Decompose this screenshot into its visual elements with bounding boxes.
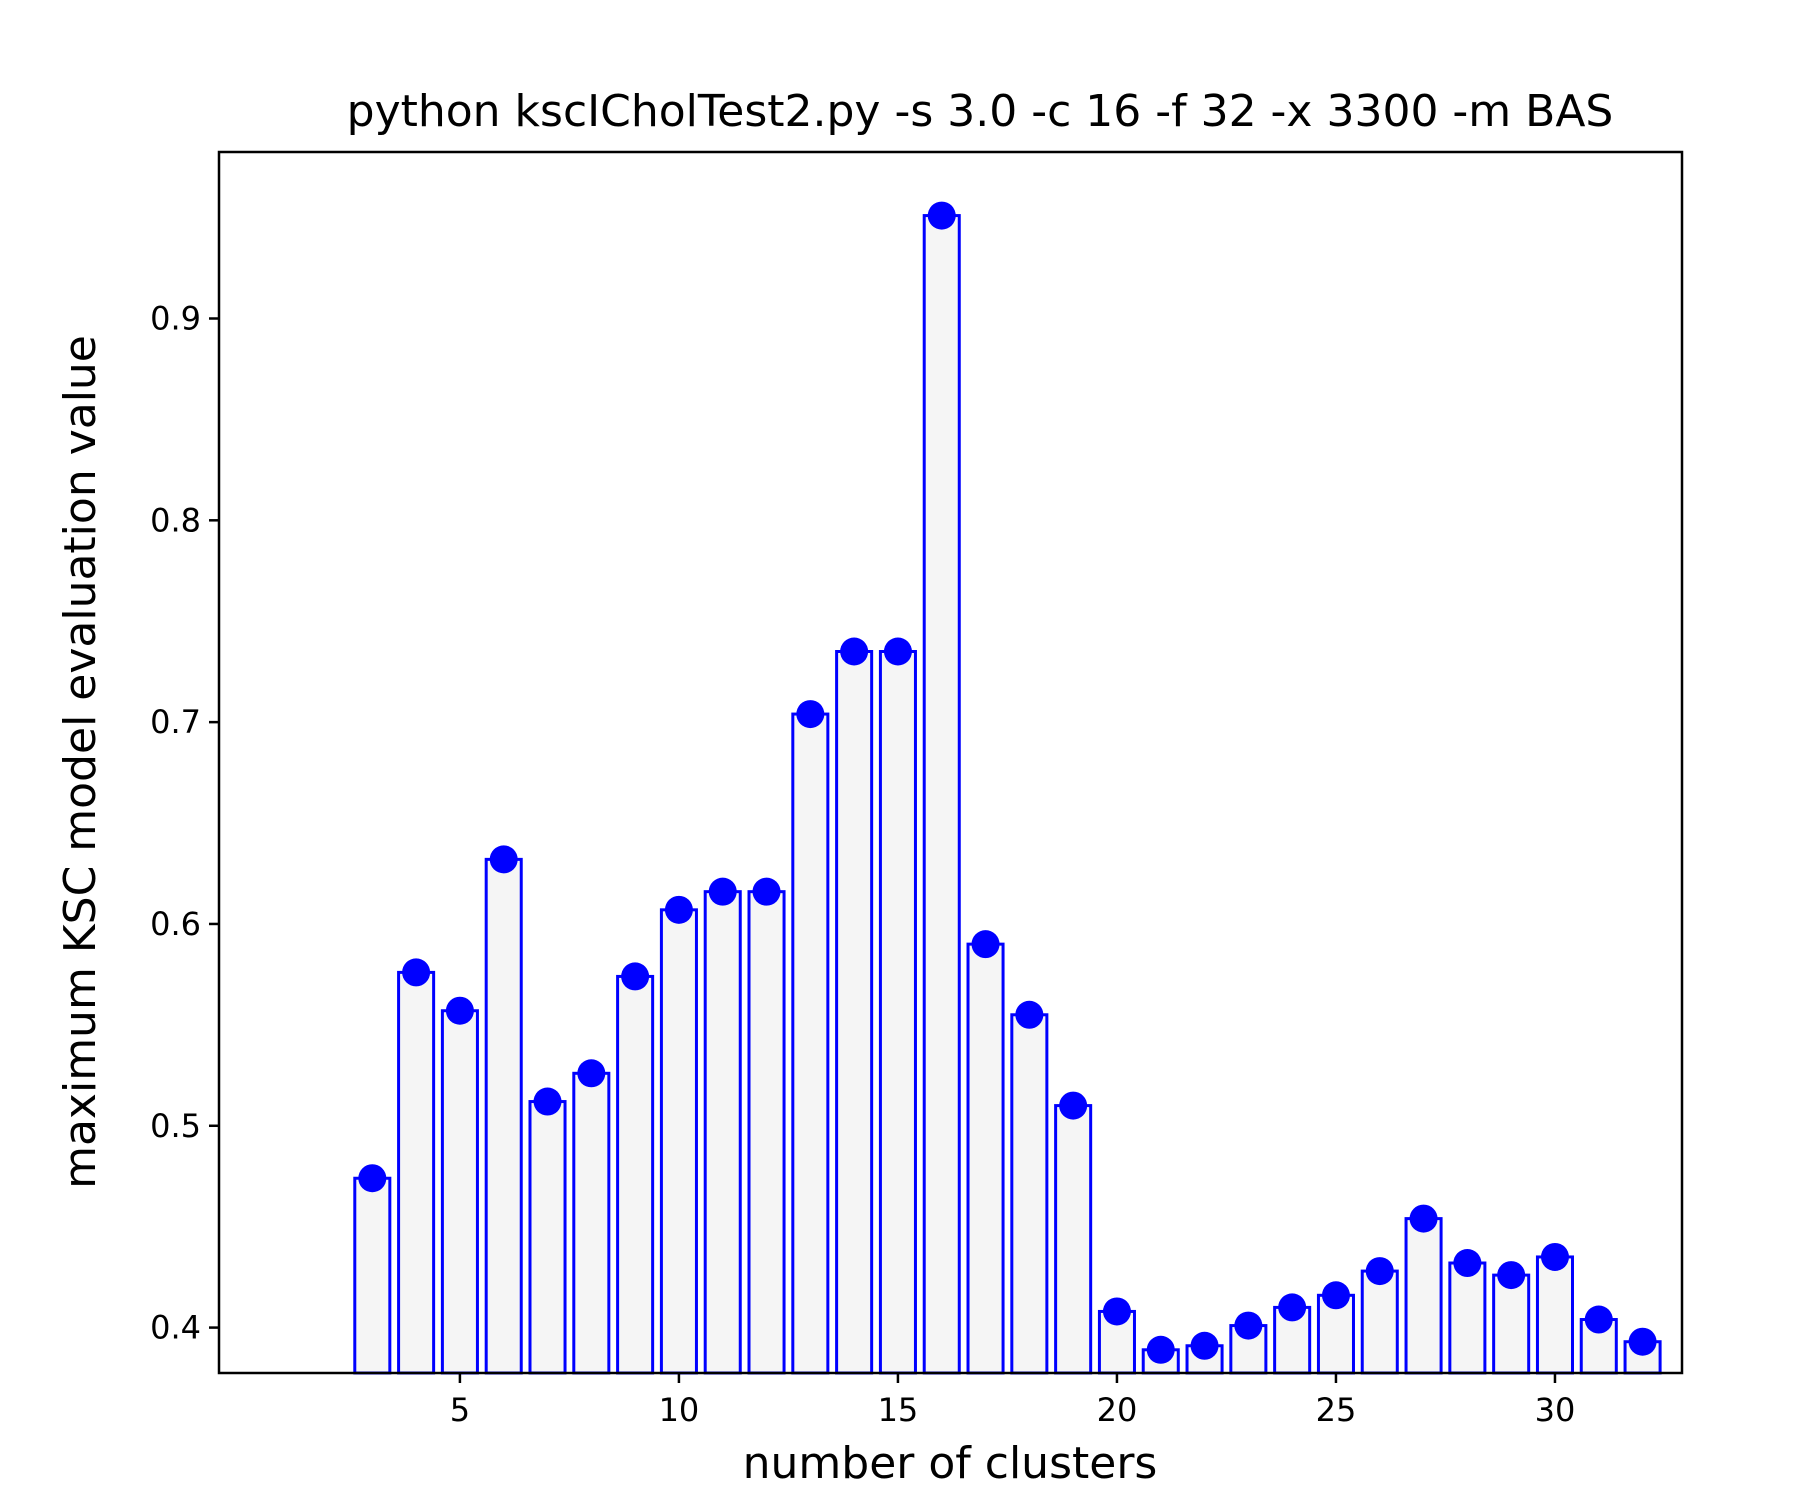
x-axis-label: number of clusters <box>743 1438 1158 1489</box>
y-axis-label: maximum KSC model evaluation value <box>55 335 106 1189</box>
marker-29 <box>1497 1261 1526 1290</box>
marker-6 <box>489 845 518 874</box>
bar-18 <box>1010 1013 1049 1375</box>
bar-27 <box>1404 1217 1443 1375</box>
marker-3 <box>358 1164 387 1193</box>
marker-9 <box>621 962 650 991</box>
bar-29 <box>1492 1273 1531 1375</box>
bar-17 <box>966 942 1005 1375</box>
y-axis-ticks: 0.4 0.5 0.6 0.7 0.8 0.9 <box>150 300 219 1347</box>
bar-16 <box>922 214 961 1375</box>
bar-11 <box>703 890 742 1375</box>
markers-layer <box>358 201 1657 1364</box>
plot-frame <box>217 150 1684 1375</box>
marker-15 <box>883 637 912 666</box>
marker-13 <box>796 700 825 729</box>
marker-28 <box>1453 1249 1482 1278</box>
bar-30 <box>1535 1255 1574 1375</box>
marker-23 <box>1234 1311 1263 1340</box>
bar-9 <box>616 974 655 1375</box>
marker-12 <box>752 877 781 906</box>
bar-26 <box>1360 1269 1399 1375</box>
marker-30 <box>1540 1242 1569 1271</box>
y-tick-label-0.9: 0.9 <box>150 300 201 338</box>
bar-7 <box>528 1100 567 1375</box>
marker-20 <box>1102 1297 1131 1326</box>
y-tick-label-0.7: 0.7 <box>150 703 201 741</box>
marker-24 <box>1278 1293 1307 1322</box>
bar-14 <box>835 650 874 1375</box>
y-tick-label-0.4: 0.4 <box>150 1309 201 1347</box>
marker-18 <box>1015 1000 1044 1029</box>
x-tick-label-30: 30 <box>1535 1391 1576 1429</box>
x-tick-label-10: 10 <box>659 1391 700 1429</box>
marker-8 <box>577 1059 606 1088</box>
bar-10 <box>659 908 698 1375</box>
marker-27 <box>1409 1204 1438 1233</box>
bar-12 <box>747 890 786 1375</box>
marker-17 <box>971 930 1000 959</box>
bars-layer <box>353 214 1662 1375</box>
marker-16 <box>927 201 956 230</box>
bar-5 <box>440 1009 479 1375</box>
marker-10 <box>664 895 693 924</box>
marker-26 <box>1365 1257 1394 1286</box>
x-axis-ticks: 5 10 15 20 25 30 <box>450 1373 1576 1429</box>
chart-title: python kscICholTest2.py -s 3.0 -c 16 -f … <box>347 86 1614 137</box>
marker-21 <box>1146 1335 1175 1364</box>
y-tick-label-0.8: 0.8 <box>150 501 201 539</box>
marker-32 <box>1628 1327 1657 1356</box>
bar-3 <box>353 1176 392 1375</box>
marker-5 <box>445 996 474 1025</box>
marker-11 <box>708 877 737 906</box>
bar-8 <box>572 1071 611 1375</box>
marker-14 <box>840 637 869 666</box>
marker-31 <box>1584 1305 1613 1334</box>
bar-6 <box>484 857 523 1375</box>
y-tick-label-0.6: 0.6 <box>150 905 201 943</box>
bar-13 <box>791 712 830 1375</box>
bar-19 <box>1054 1104 1093 1375</box>
marker-4 <box>402 958 431 987</box>
marker-7 <box>533 1087 562 1116</box>
bar-15 <box>878 650 917 1375</box>
x-tick-label-20: 20 <box>1097 1391 1138 1429</box>
marker-22 <box>1190 1331 1219 1360</box>
marker-25 <box>1321 1281 1350 1310</box>
y-tick-label-0.5: 0.5 <box>150 1107 201 1145</box>
bar-28 <box>1448 1261 1487 1375</box>
x-tick-label-15: 15 <box>878 1391 919 1429</box>
bar-4 <box>397 970 436 1375</box>
x-tick-label-25: 25 <box>1316 1391 1357 1429</box>
marker-19 <box>1059 1091 1088 1120</box>
x-tick-label-5: 5 <box>450 1391 470 1429</box>
